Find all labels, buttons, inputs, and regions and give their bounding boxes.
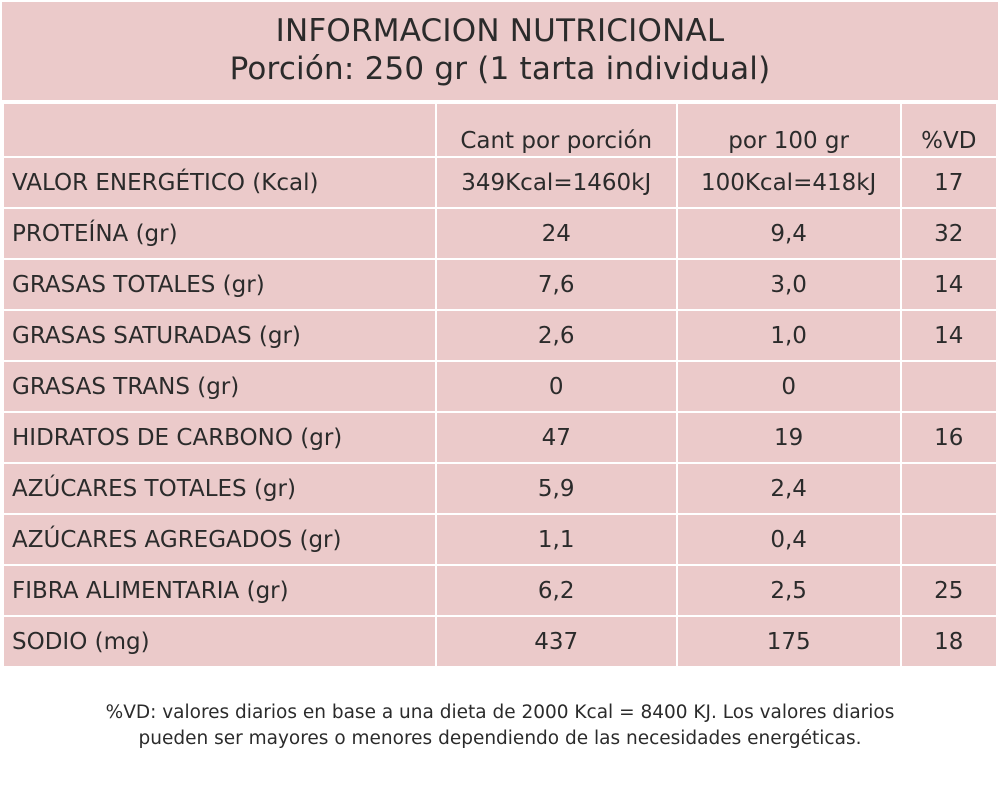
nutrient-name: PROTEÍNA (gr) xyxy=(4,209,435,258)
per-100g-value: 100Kcal=418kJ xyxy=(677,158,900,207)
table-row-total-fat: GRASAS TOTALES (gr) 7,6 3,0 14 xyxy=(4,260,996,309)
nutrient-name: AZÚCARES AGREGADOS (gr) xyxy=(4,515,435,564)
per-portion-value: 47 xyxy=(436,413,676,462)
footnote-line-1: %VD: valores diarios en base a una dieta… xyxy=(105,702,895,723)
vd-value: 16 xyxy=(901,413,996,462)
nutrient-name: GRASAS TRANS (gr) xyxy=(4,362,435,411)
per-100g-value: 2,4 xyxy=(677,464,900,513)
per-100g-value: 9,4 xyxy=(677,209,900,258)
per-100g-value: 0,4 xyxy=(677,515,900,564)
per-portion-value: 7,6 xyxy=(436,260,676,309)
nutrient-name: GRASAS SATURADAS (gr) xyxy=(4,311,435,360)
table-row-trans-fat: GRASAS TRANS (gr) 0 0 xyxy=(4,362,996,411)
table-row-protein: PROTEÍNA (gr) 24 9,4 32 xyxy=(4,209,996,258)
per-100g-value: 175 xyxy=(677,617,900,666)
label-subtitle: Porción: 250 gr (1 tarta individual) xyxy=(229,51,771,87)
per-portion-value: 6,2 xyxy=(436,566,676,615)
table-row-sodium: SODIO (mg) 437 175 18 xyxy=(4,617,996,666)
vd-value: 25 xyxy=(901,566,996,615)
table-row-carbohydrates: HIDRATOS DE CARBONO (gr) 47 19 16 xyxy=(4,413,996,462)
nutrition-label: INFORMACION NUTRICIONAL Porción: 250 gr … xyxy=(2,2,998,668)
vd-value: 17 xyxy=(901,158,996,207)
table-row-energy: VALOR ENERGÉTICO (Kcal) 349Kcal=1460kJ 1… xyxy=(4,158,996,207)
footnote: %VD: valores diarios en base a una dieta… xyxy=(0,700,1000,752)
table-row-added-sugars: AZÚCARES AGREGADOS (gr) 1,1 0,4 xyxy=(4,515,996,564)
per-100g-value: 19 xyxy=(677,413,900,462)
column-header-vd: %VD xyxy=(901,104,996,156)
per-portion-value: 1,1 xyxy=(436,515,676,564)
label-title: INFORMACION NUTRICIONAL xyxy=(275,13,725,49)
column-header-nutrient xyxy=(4,104,435,156)
table-row-dietary-fiber: FIBRA ALIMENTARIA (gr) 6,2 2,5 25 xyxy=(4,566,996,615)
table-row-saturated-fat: GRASAS SATURADAS (gr) 2,6 1,0 14 xyxy=(4,311,996,360)
nutrient-name: FIBRA ALIMENTARIA (gr) xyxy=(4,566,435,615)
vd-value xyxy=(901,464,996,513)
per-portion-value: 437 xyxy=(436,617,676,666)
vd-value: 32 xyxy=(901,209,996,258)
nutrient-name: VALOR ENERGÉTICO (Kcal) xyxy=(4,158,435,207)
nutrient-name: GRASAS TOTALES (gr) xyxy=(4,260,435,309)
per-portion-value: 349Kcal=1460kJ xyxy=(436,158,676,207)
vd-value xyxy=(901,362,996,411)
nutrient-name: HIDRATOS DE CARBONO (gr) xyxy=(4,413,435,462)
vd-value: 18 xyxy=(901,617,996,666)
per-100g-value: 2,5 xyxy=(677,566,900,615)
column-header-per-portion: Cant por porción xyxy=(436,104,676,156)
vd-value: 14 xyxy=(901,260,996,309)
per-100g-value: 3,0 xyxy=(677,260,900,309)
nutrient-name: AZÚCARES TOTALES (gr) xyxy=(4,464,435,513)
table-header-row: Cant por porción por 100 gr %VD xyxy=(4,104,996,156)
per-portion-value: 0 xyxy=(436,362,676,411)
table-row-total-sugars: AZÚCARES TOTALES (gr) 5,9 2,4 xyxy=(4,464,996,513)
per-portion-value: 24 xyxy=(436,209,676,258)
vd-value xyxy=(901,515,996,564)
footnote-line-2: pueden ser mayores o menores dependiendo… xyxy=(138,728,862,749)
column-header-per-100g: por 100 gr xyxy=(677,104,900,156)
nutrient-name: SODIO (mg) xyxy=(4,617,435,666)
per-portion-value: 2,6 xyxy=(436,311,676,360)
per-100g-value: 0 xyxy=(677,362,900,411)
per-100g-value: 1,0 xyxy=(677,311,900,360)
nutrition-table: Cant por porción por 100 gr %VD VALOR EN… xyxy=(2,102,998,668)
vd-value: 14 xyxy=(901,311,996,360)
label-header: INFORMACION NUTRICIONAL Porción: 250 gr … xyxy=(2,2,998,100)
per-portion-value: 5,9 xyxy=(436,464,676,513)
